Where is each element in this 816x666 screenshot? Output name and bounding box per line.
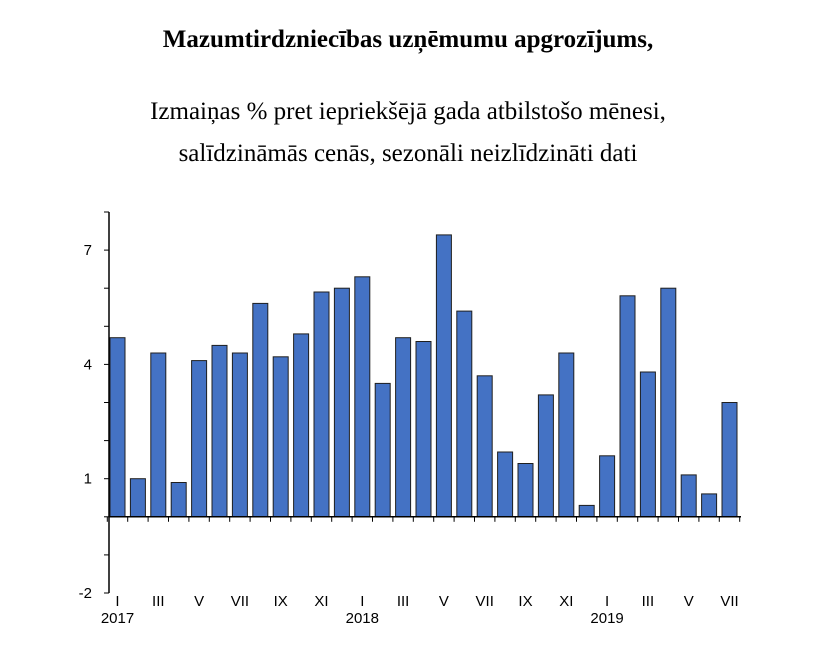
x-tick-label: III [152,593,165,610]
chart-subtitle-line-2: salīdzināmās cenās, sezonāli neizlīdzinā… [178,140,638,167]
x-tick-label: I [360,593,364,610]
year-label: 2018 [346,610,379,627]
bar [272,356,289,518]
bar [476,375,493,518]
bar [191,360,208,518]
bar [211,344,228,518]
x-tick-label: V [684,593,694,610]
x-tick-label: III [397,593,410,610]
bar [109,337,126,518]
bar [170,482,187,518]
bar [231,352,248,518]
chart-title: Mazumtirdzniecības uzņēmumu apgrozījums, [162,26,654,53]
chart-subtitle-line-1: Izmaiņas % pret iepriekšējā gada atbilst… [150,98,666,125]
bar [293,333,310,518]
bar [599,455,616,518]
bar [517,463,534,518]
bar [558,352,575,518]
bar [721,402,738,518]
bar [150,352,167,518]
x-tick-label: III [642,593,655,610]
bar [619,295,636,518]
year-label: 2017 [101,610,134,627]
bar [313,291,330,518]
x-tick-label: VII [231,593,249,610]
bar [415,341,432,518]
bar [639,371,656,518]
x-tick-label: I [605,593,609,610]
bar [701,493,718,518]
bar [456,310,473,518]
x-tick-label: XI [314,593,328,610]
bar [680,474,697,518]
bar [354,276,371,518]
bar [374,382,391,518]
x-tick-label: I [115,593,119,610]
bar [660,287,677,518]
y-tick-label: 1 [84,471,92,488]
y-tick-label: -2 [79,585,92,602]
x-tick-label: IX [518,593,532,610]
x-tick-label: V [194,593,204,610]
bar [537,394,554,518]
year-label: 2019 [590,610,623,627]
bar [497,451,514,518]
y-tick-label: 4 [84,356,92,373]
bar [395,337,412,518]
bar [129,478,146,518]
y-tick-label: 7 [84,242,92,259]
bar [435,234,452,518]
x-tick-label: V [439,593,449,610]
bar [578,504,595,518]
bar [333,287,350,518]
x-tick-label: VII [720,593,738,610]
x-tick-label: IX [274,593,288,610]
x-tick-label: XI [559,593,573,610]
x-tick-label: VII [476,593,494,610]
bar [252,302,269,518]
